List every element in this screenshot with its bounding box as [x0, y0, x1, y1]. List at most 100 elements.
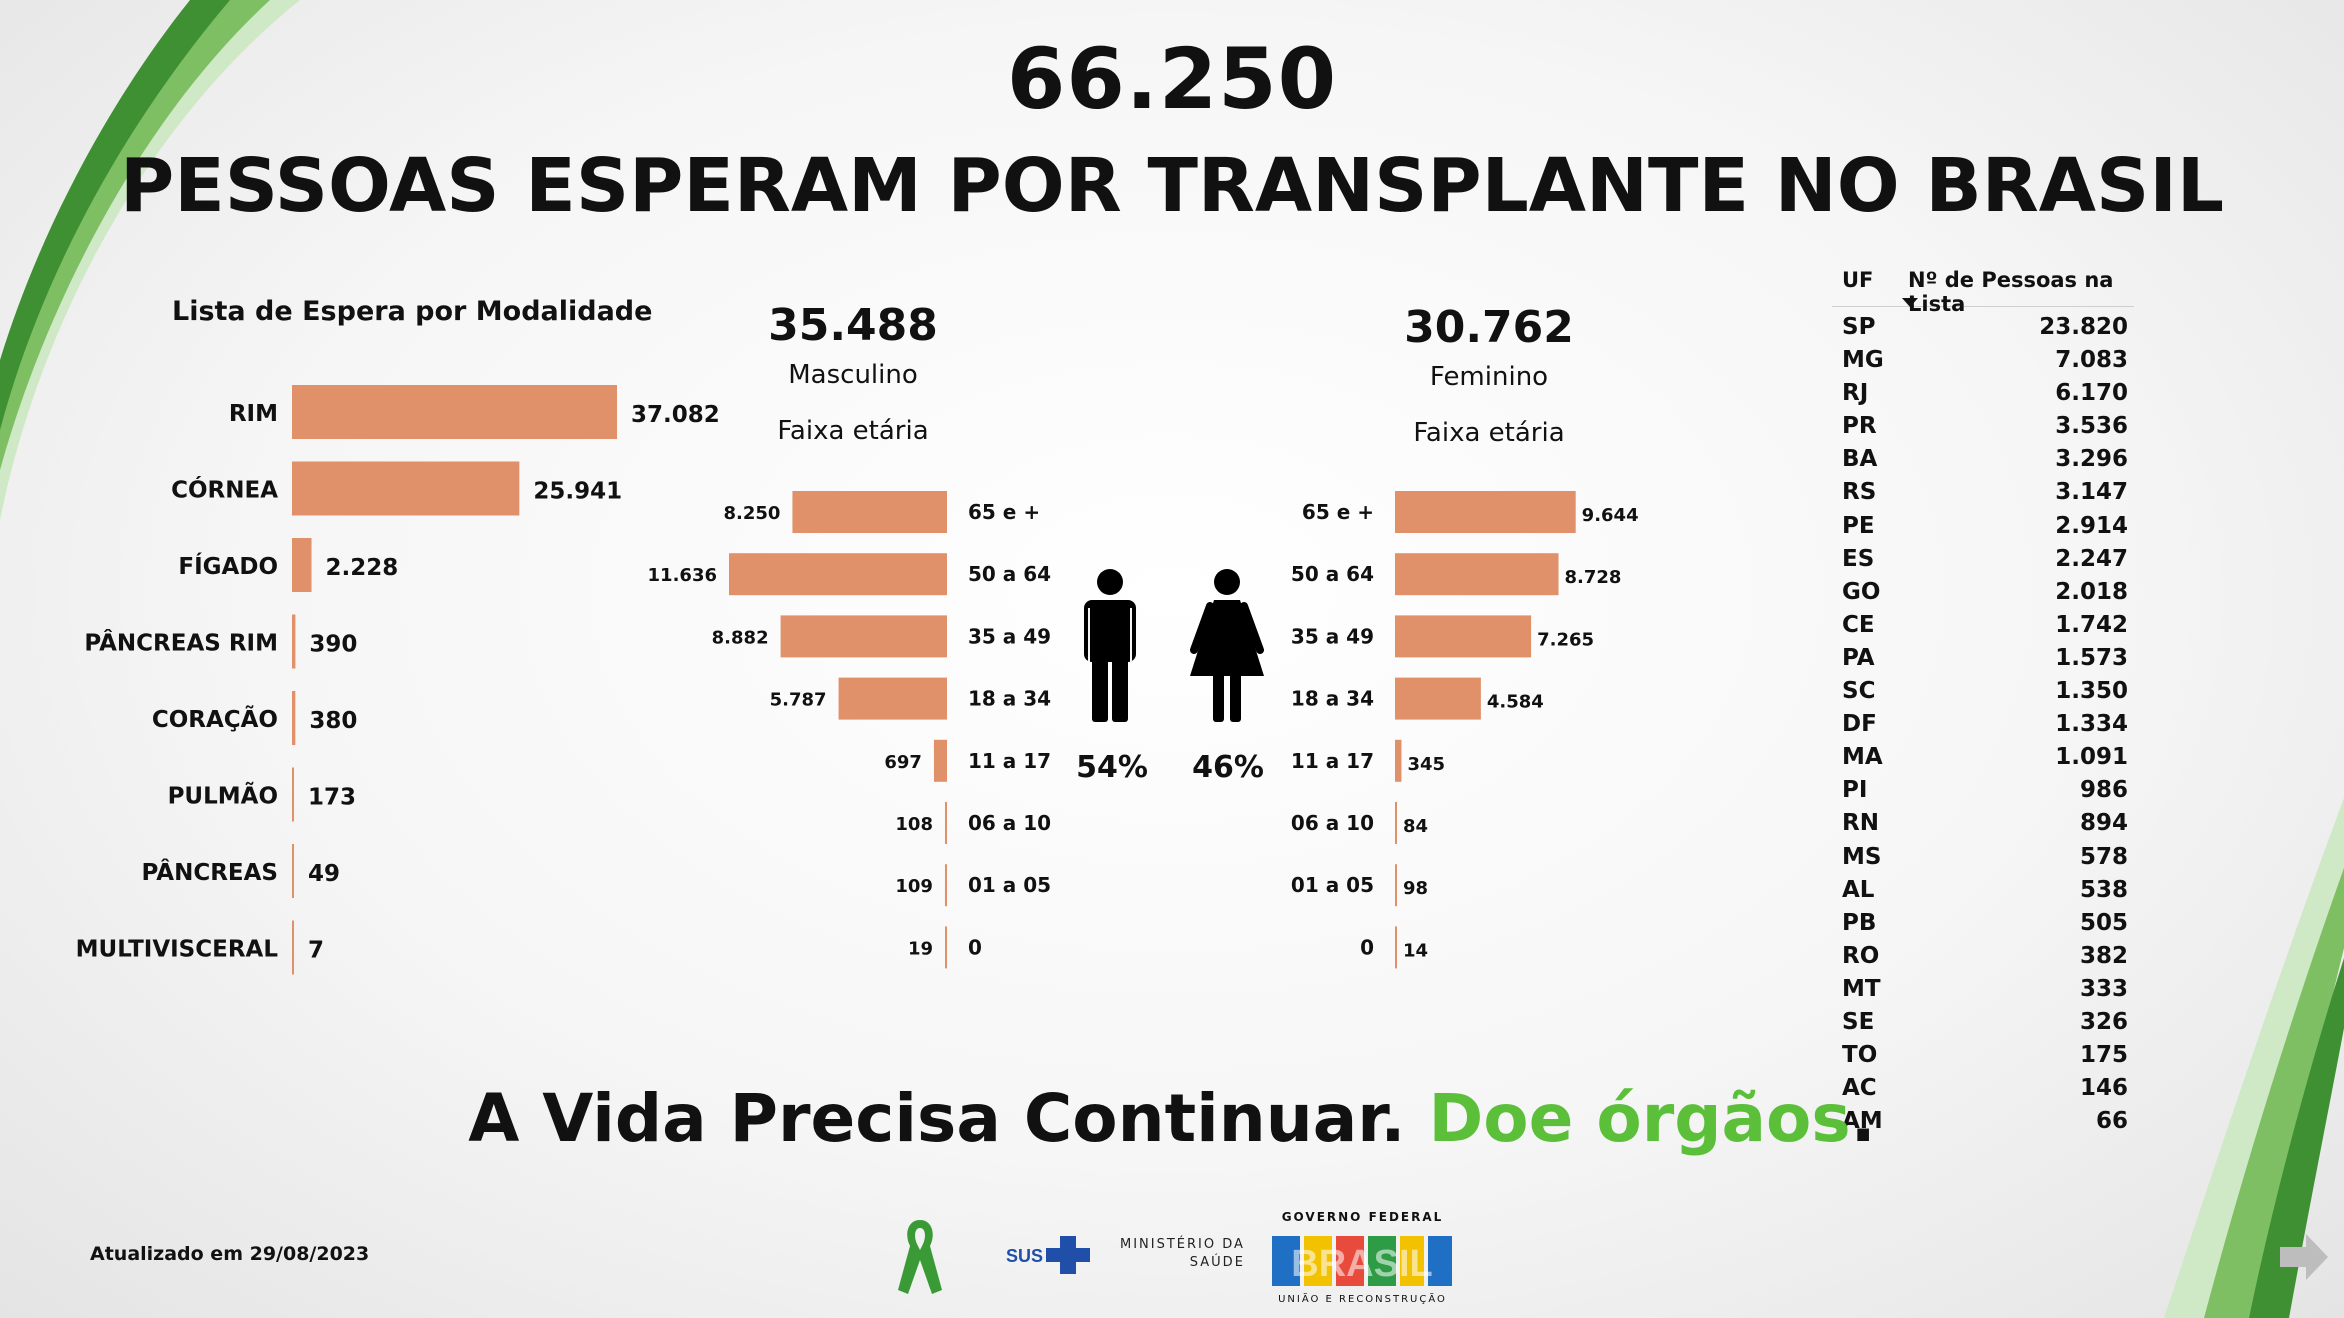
table-row[interactable]: SE 326: [1832, 1006, 2134, 1039]
male-age-value-label: 11.636: [648, 565, 717, 586]
table-row[interactable]: DF 1.334: [1832, 708, 2134, 741]
female-age-category-label: 0: [1360, 935, 1374, 959]
ministerio-da-saude-logo: MINISTÉRIO DA SAÚDE: [1120, 1236, 1245, 1272]
table-row[interactable]: RS 3.147: [1832, 476, 2134, 509]
modalidade-category-label: PULMÃO: [168, 782, 278, 810]
count-cell: 505: [2079, 909, 2128, 936]
table-row[interactable]: AC 146: [1832, 1072, 2134, 1105]
female-age-bar: [1395, 677, 1481, 720]
count-cell: 1.350: [2055, 678, 2128, 705]
table-row[interactable]: MA 1.091: [1832, 741, 2134, 774]
uf-cell: MS: [1842, 843, 1882, 870]
table-row[interactable]: RO 382: [1832, 940, 2134, 973]
uf-cell: SC: [1842, 678, 1876, 705]
female-total-count: 30.762: [1404, 302, 1574, 353]
table-row[interactable]: MS 578: [1832, 841, 2134, 874]
decorative-green-swoosh-bottom-right: [2164, 798, 2344, 1318]
modalidade-bar: [292, 767, 294, 822]
table-row[interactable]: PR 3.536: [1832, 410, 2134, 443]
count-cell: 2.247: [2055, 545, 2128, 572]
table-row[interactable]: MG 7.083: [1832, 344, 2134, 377]
count-cell: 1.091: [2055, 744, 2128, 771]
sort-descending-icon[interactable]: [1902, 298, 1918, 307]
modalidade-value-label: 37.082: [631, 402, 720, 428]
female-age-value-label: 345: [1407, 754, 1445, 775]
male-age-value-label: 5.787: [770, 690, 827, 711]
uf-cell: BA: [1842, 446, 1878, 473]
table-row[interactable]: SC 1.350: [1832, 675, 2134, 708]
table-row[interactable]: ES 2.247: [1832, 543, 2134, 576]
uf-cell: SE: [1842, 1008, 1875, 1035]
decorative-green-swoosh-top-left: [0, 0, 300, 520]
table-row[interactable]: AM 66: [1832, 1105, 2134, 1138]
male-age-category-label: 65 e +: [968, 500, 1040, 524]
modalidade-value-label: 25.941: [533, 479, 622, 505]
modalidade-value-label: 7: [308, 938, 324, 964]
table-row[interactable]: RJ 6.170: [1832, 377, 2134, 410]
table-row[interactable]: GO 2.018: [1832, 576, 2134, 609]
modalidade-category-label: FÍGADO: [178, 552, 278, 580]
uf-cell: DF: [1842, 711, 1877, 738]
modalidade-category-label: PÂNCREAS: [142, 858, 278, 886]
male-age-category-label: 01 a 05: [968, 873, 1051, 897]
female-age-category-label: 35 a 49: [1291, 624, 1374, 648]
count-cell: 894: [2079, 810, 2128, 837]
male-total-count: 35.488: [768, 300, 938, 351]
female-age-category-label: 50 a 64: [1291, 562, 1374, 586]
next-arrow-icon[interactable]: [2278, 1232, 2330, 1282]
uf-cell: RN: [1842, 810, 1879, 837]
modalidade-value-label: 49: [308, 861, 340, 887]
table-row[interactable]: PA 1.573: [1832, 642, 2134, 675]
male-age-value-label: 108: [895, 814, 933, 835]
female-age-category-label: 01 a 05: [1291, 873, 1374, 897]
male-age-category-label: 50 a 64: [968, 562, 1051, 586]
table-row[interactable]: AL 538: [1832, 874, 2134, 907]
count-column-header[interactable]: Nº de Pessoas na Lista: [1908, 268, 2114, 316]
male-age-bar: [792, 491, 947, 533]
count-cell: 986: [2079, 777, 2128, 804]
table-row[interactable]: PI 986: [1832, 774, 2134, 807]
ministerio-line1: MINISTÉRIO DA: [1120, 1237, 1245, 1252]
uf-cell: MA: [1842, 744, 1883, 771]
uf-cell: RJ: [1842, 380, 1869, 407]
uf-table-header[interactable]: UF Nº de Pessoas na Lista: [1832, 268, 2134, 316]
uf-cell: AM: [1842, 1108, 1883, 1135]
table-row[interactable]: PB 505: [1832, 907, 2134, 940]
female-age-value-label: 4.584: [1487, 692, 1544, 713]
female-age-bar: [1395, 739, 1402, 782]
female-age-value-label: 7.265: [1537, 629, 1594, 650]
table-row[interactable]: MT 333: [1832, 973, 2134, 1006]
male-age-bar: [838, 677, 947, 720]
table-row[interactable]: PE 2.914: [1832, 510, 2134, 543]
female-age-value-label: 8.728: [1565, 567, 1622, 588]
count-cell: 146: [2079, 1075, 2128, 1102]
male-age-value-label: 8.250: [723, 503, 780, 524]
modalidade-bar: [292, 461, 520, 516]
female-age-bar: [1395, 553, 1559, 596]
female-age-value-label: 9.644: [1582, 505, 1639, 526]
uf-cell: TO: [1842, 1042, 1878, 1069]
table-row[interactable]: RN 894: [1832, 807, 2134, 840]
table-row[interactable]: SP 23.820: [1832, 311, 2134, 344]
count-cell: 382: [2079, 942, 2128, 969]
male-age-value-label: 697: [884, 752, 922, 773]
male-age-bar: [944, 802, 947, 844]
female-percent: 46%: [1192, 750, 1264, 785]
sus-text: SUS: [1006, 1246, 1043, 1266]
gov-top-text: GOVERNO FEDERAL: [1281, 1210, 1444, 1224]
uf-column-header[interactable]: UF: [1842, 268, 1874, 292]
count-cell: 333: [2079, 975, 2128, 1002]
modalidade-value-label: 380: [309, 708, 357, 734]
female-age-category-label: 65 e +: [1302, 500, 1374, 524]
page-title: PESSOAS ESPERAM POR TRANSPLANTE NO BRASI…: [119, 143, 2225, 229]
male-age-bar: [944, 864, 947, 907]
modalidade-value-label: 173: [308, 785, 356, 811]
table-row[interactable]: CE 1.742: [1832, 609, 2134, 642]
count-cell: 23.820: [2039, 314, 2128, 340]
slogan: A Vida Precisa Continuar. Doe órgãos.: [0, 1080, 2344, 1157]
uf-cell: PA: [1842, 644, 1875, 671]
table-row[interactable]: BA 3.296: [1832, 443, 2134, 476]
table-row[interactable]: TO 175: [1832, 1039, 2134, 1072]
brasil-text: BRASIL: [1291, 1243, 1432, 1285]
male-label: Masculino: [788, 360, 918, 390]
